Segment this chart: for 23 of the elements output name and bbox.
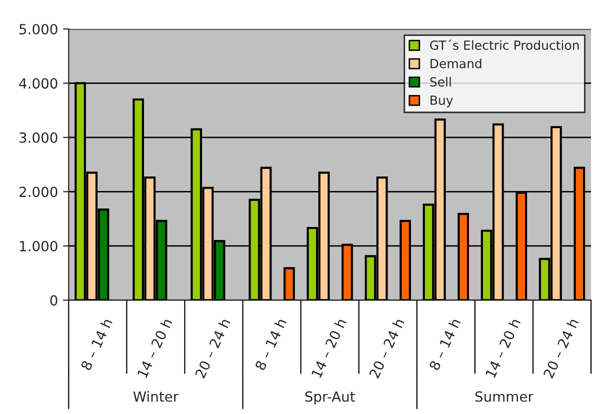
x-tick-label: 20 – 24 h <box>368 318 405 379</box>
y-tick-label: 4.000 <box>19 78 58 89</box>
x-tick-label: 14 – 20 h <box>484 318 521 378</box>
y-tick-label: 1.000 <box>20 240 58 252</box>
y-tick-label: 5.000 <box>20 24 58 34</box>
x-tick-label: 8 – 14 h <box>428 318 461 371</box>
x-tick-label: 20 – 24 h <box>542 318 579 379</box>
legend-label: Buy <box>430 96 453 108</box>
x-tick-label: 14 – 20 h <box>136 318 172 378</box>
y-tick-label: 0 <box>50 295 58 306</box>
legend-label: Demand <box>430 58 482 68</box>
bar <box>284 267 295 300</box>
y-tick-label: 3.000 <box>20 132 58 143</box>
legend-label: Sell <box>430 76 451 87</box>
text: Summer <box>475 391 534 402</box>
legend-label: GT´s Electric Production <box>430 40 579 50</box>
y-tick-label: 2.000 <box>19 186 58 198</box>
x-tick-label: 8 – 14 h <box>254 318 287 371</box>
x-tick-label: 8 – 14 h <box>80 318 113 371</box>
x-tick-label: 14 – 20 h <box>310 318 347 378</box>
x-tick-label: 20 – 24 h <box>194 318 231 379</box>
text: Winter <box>133 391 179 402</box>
text: Spr-Aut <box>305 391 355 404</box>
